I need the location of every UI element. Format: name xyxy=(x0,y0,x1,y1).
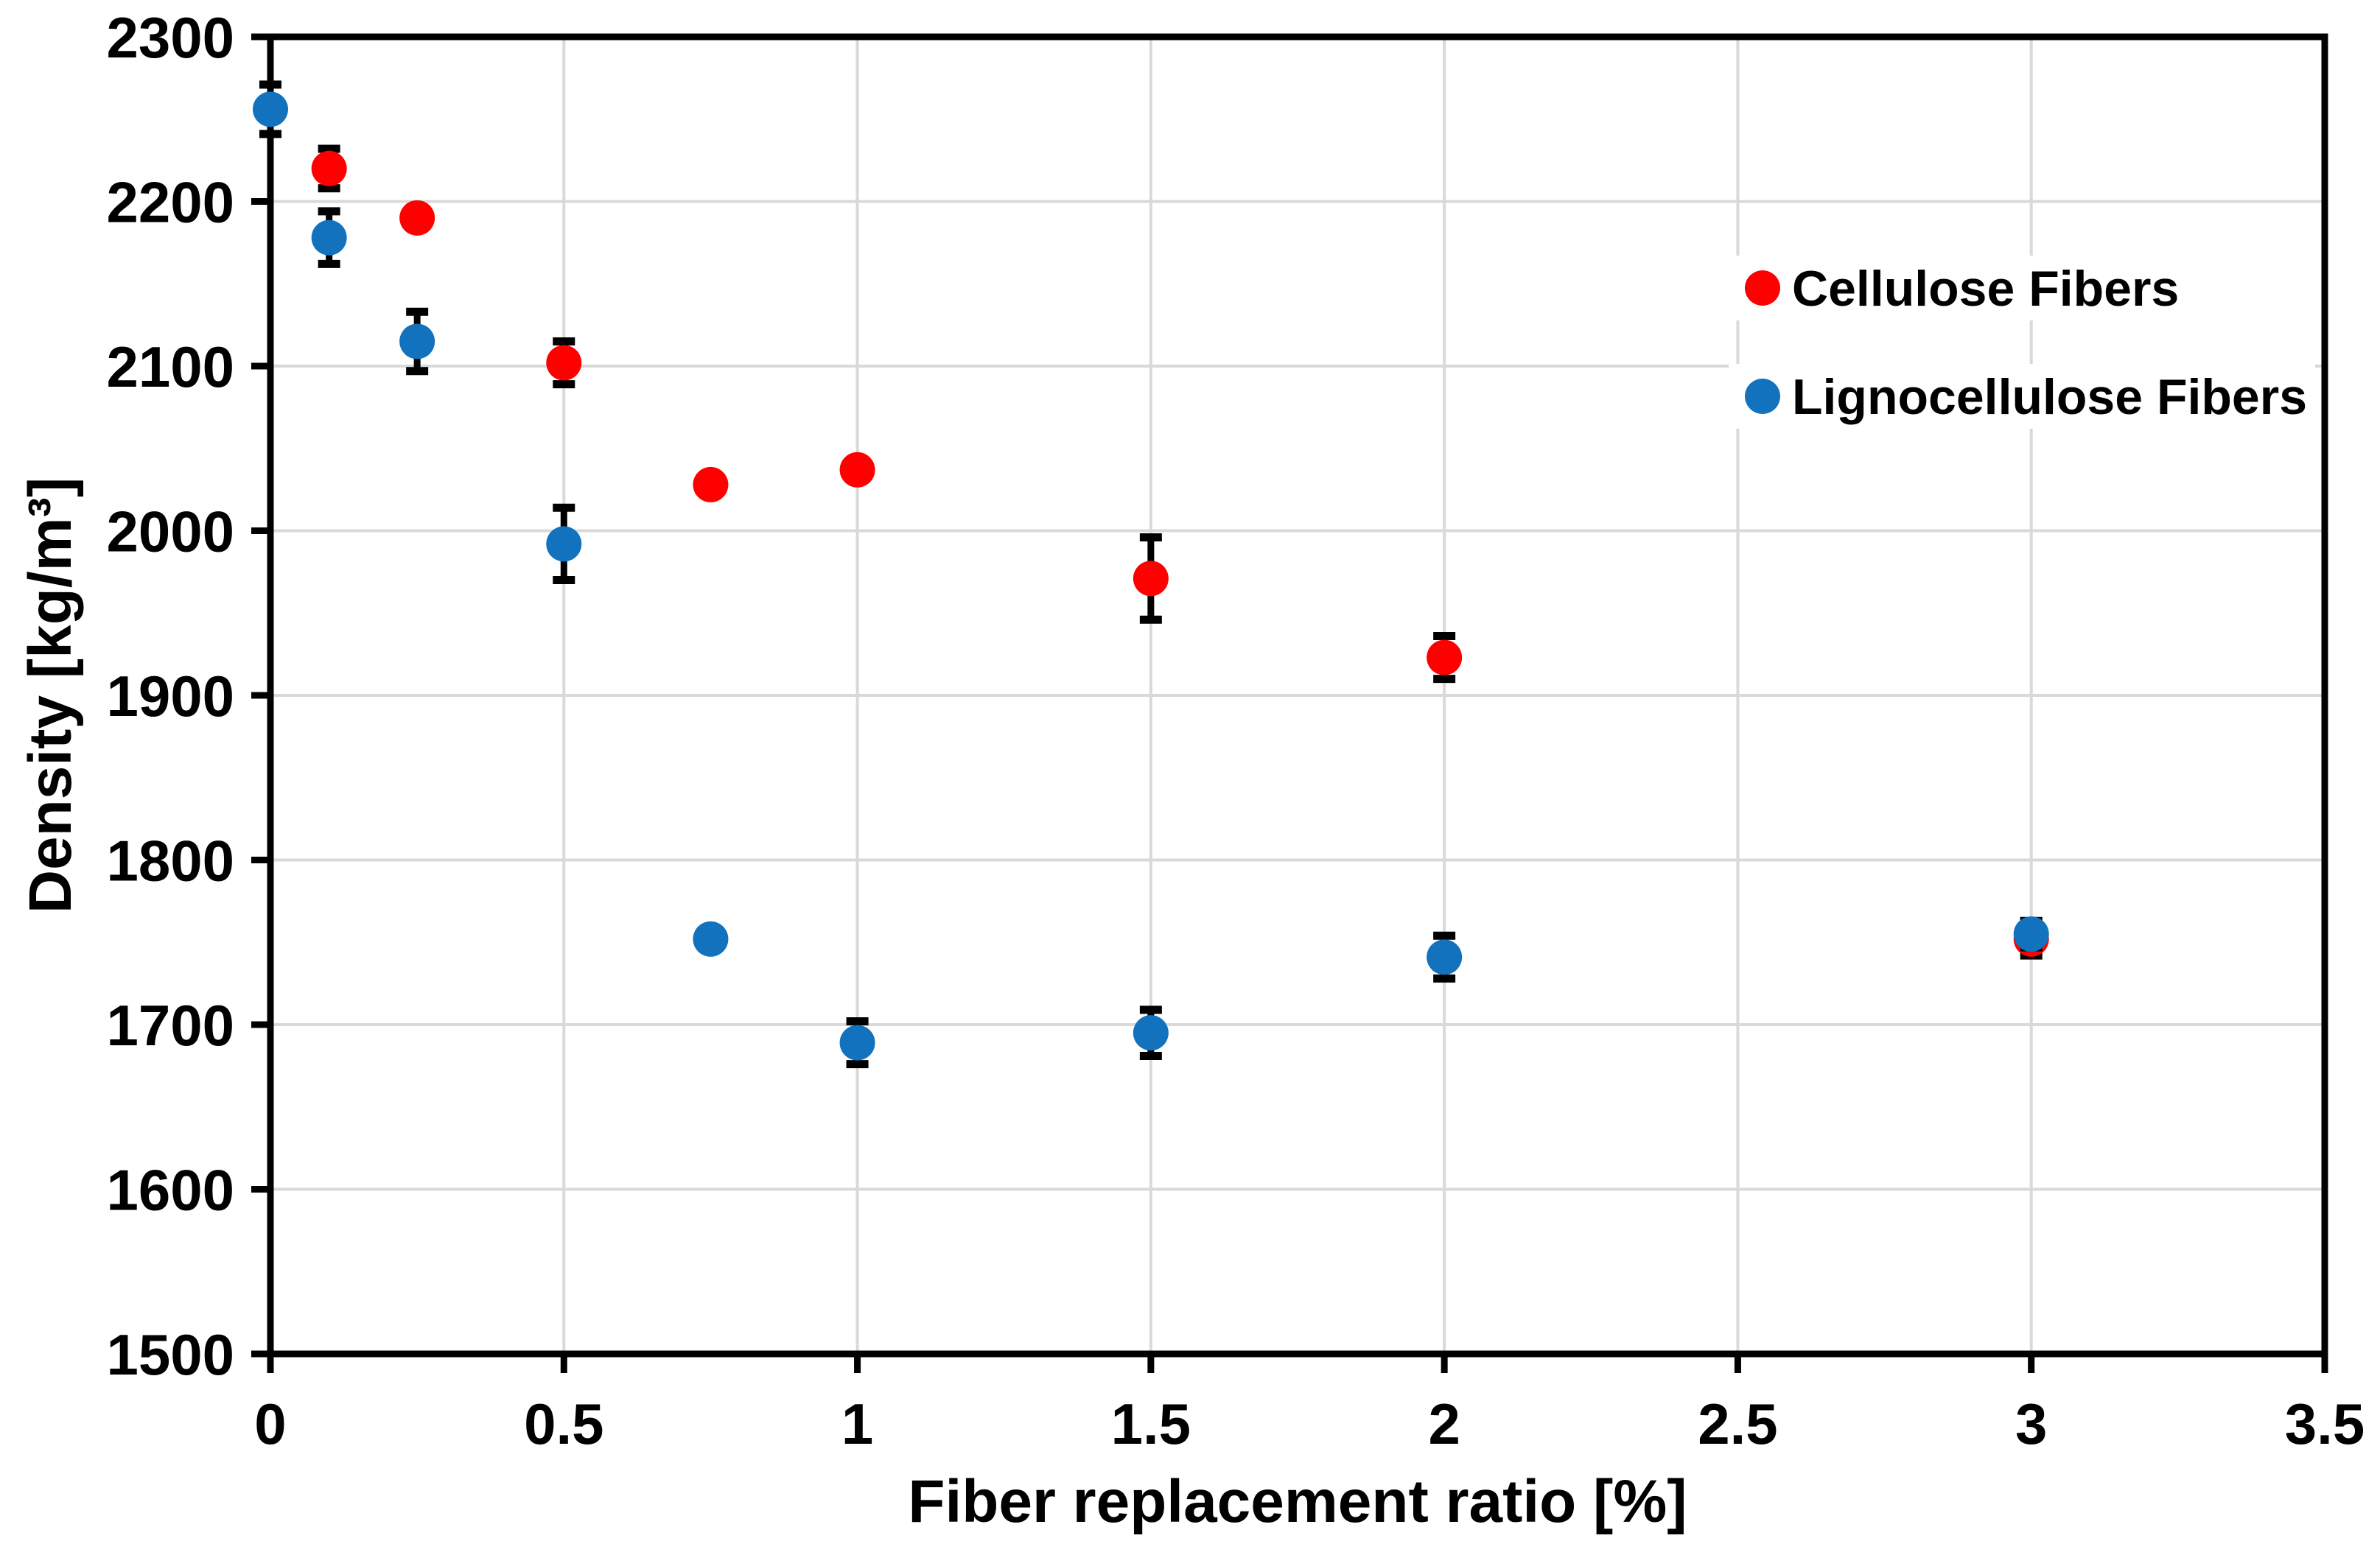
legend-label: Cellulose Fibers xyxy=(1792,261,2179,317)
data-point-cellulose-fibers xyxy=(399,200,435,236)
data-point-lignocellulose-fibers xyxy=(253,91,288,127)
y-axis-title: Density [kg/m³] xyxy=(17,477,84,913)
x-tick-label: 1.5 xyxy=(1111,1391,1191,1456)
x-tick-label: 2.5 xyxy=(1698,1391,1777,1456)
legend-marker-cellulose xyxy=(1745,270,1780,306)
y-tick-label: 1900 xyxy=(106,664,234,729)
data-point-cellulose-fibers xyxy=(839,452,875,488)
legend-label: Lignocellulose Fibers xyxy=(1792,369,2307,425)
data-point-lignocellulose-fibers xyxy=(1427,939,1463,975)
data-point-lignocellulose-fibers xyxy=(546,526,582,562)
x-tick-label: 3 xyxy=(2015,1391,2047,1456)
x-axis-title: Fiber replacement ratio [%] xyxy=(908,1468,1687,1535)
y-tick-label: 1800 xyxy=(106,829,234,894)
legend-entry-bg xyxy=(1729,364,2315,429)
y-tick-label: 1700 xyxy=(106,993,234,1058)
data-point-lignocellulose-fibers xyxy=(693,921,729,957)
x-tick-label: 3.5 xyxy=(2285,1391,2365,1456)
data-point-cellulose-fibers xyxy=(546,345,582,381)
data-point-cellulose-fibers xyxy=(1133,561,1169,597)
data-point-lignocellulose-fibers xyxy=(311,220,347,256)
x-tick-label: 1 xyxy=(841,1391,873,1456)
data-point-lignocellulose-fibers xyxy=(399,323,435,359)
x-tick-label: 0.5 xyxy=(524,1391,603,1456)
x-tick-label: 0 xyxy=(254,1391,286,1456)
legend-marker-lignocellulose xyxy=(1745,379,1780,414)
y-tick-label: 2200 xyxy=(106,170,234,235)
y-tick-label: 1600 xyxy=(106,1158,234,1223)
data-point-lignocellulose-fibers xyxy=(1133,1015,1169,1051)
y-tick-label: 2100 xyxy=(106,334,234,399)
x-tick-label: 2 xyxy=(1428,1391,1460,1456)
y-tick-label: 2000 xyxy=(106,499,234,564)
legend-entry-bg xyxy=(1729,256,2315,320)
data-point-lignocellulose-fibers xyxy=(2013,916,2049,952)
data-point-cellulose-fibers xyxy=(1427,639,1463,675)
data-point-lignocellulose-fibers xyxy=(839,1025,875,1061)
y-tick-label: 1500 xyxy=(106,1322,234,1387)
y-tick-label: 2300 xyxy=(106,5,234,70)
data-point-cellulose-fibers xyxy=(693,466,729,502)
data-point-cellulose-fibers xyxy=(311,150,347,186)
